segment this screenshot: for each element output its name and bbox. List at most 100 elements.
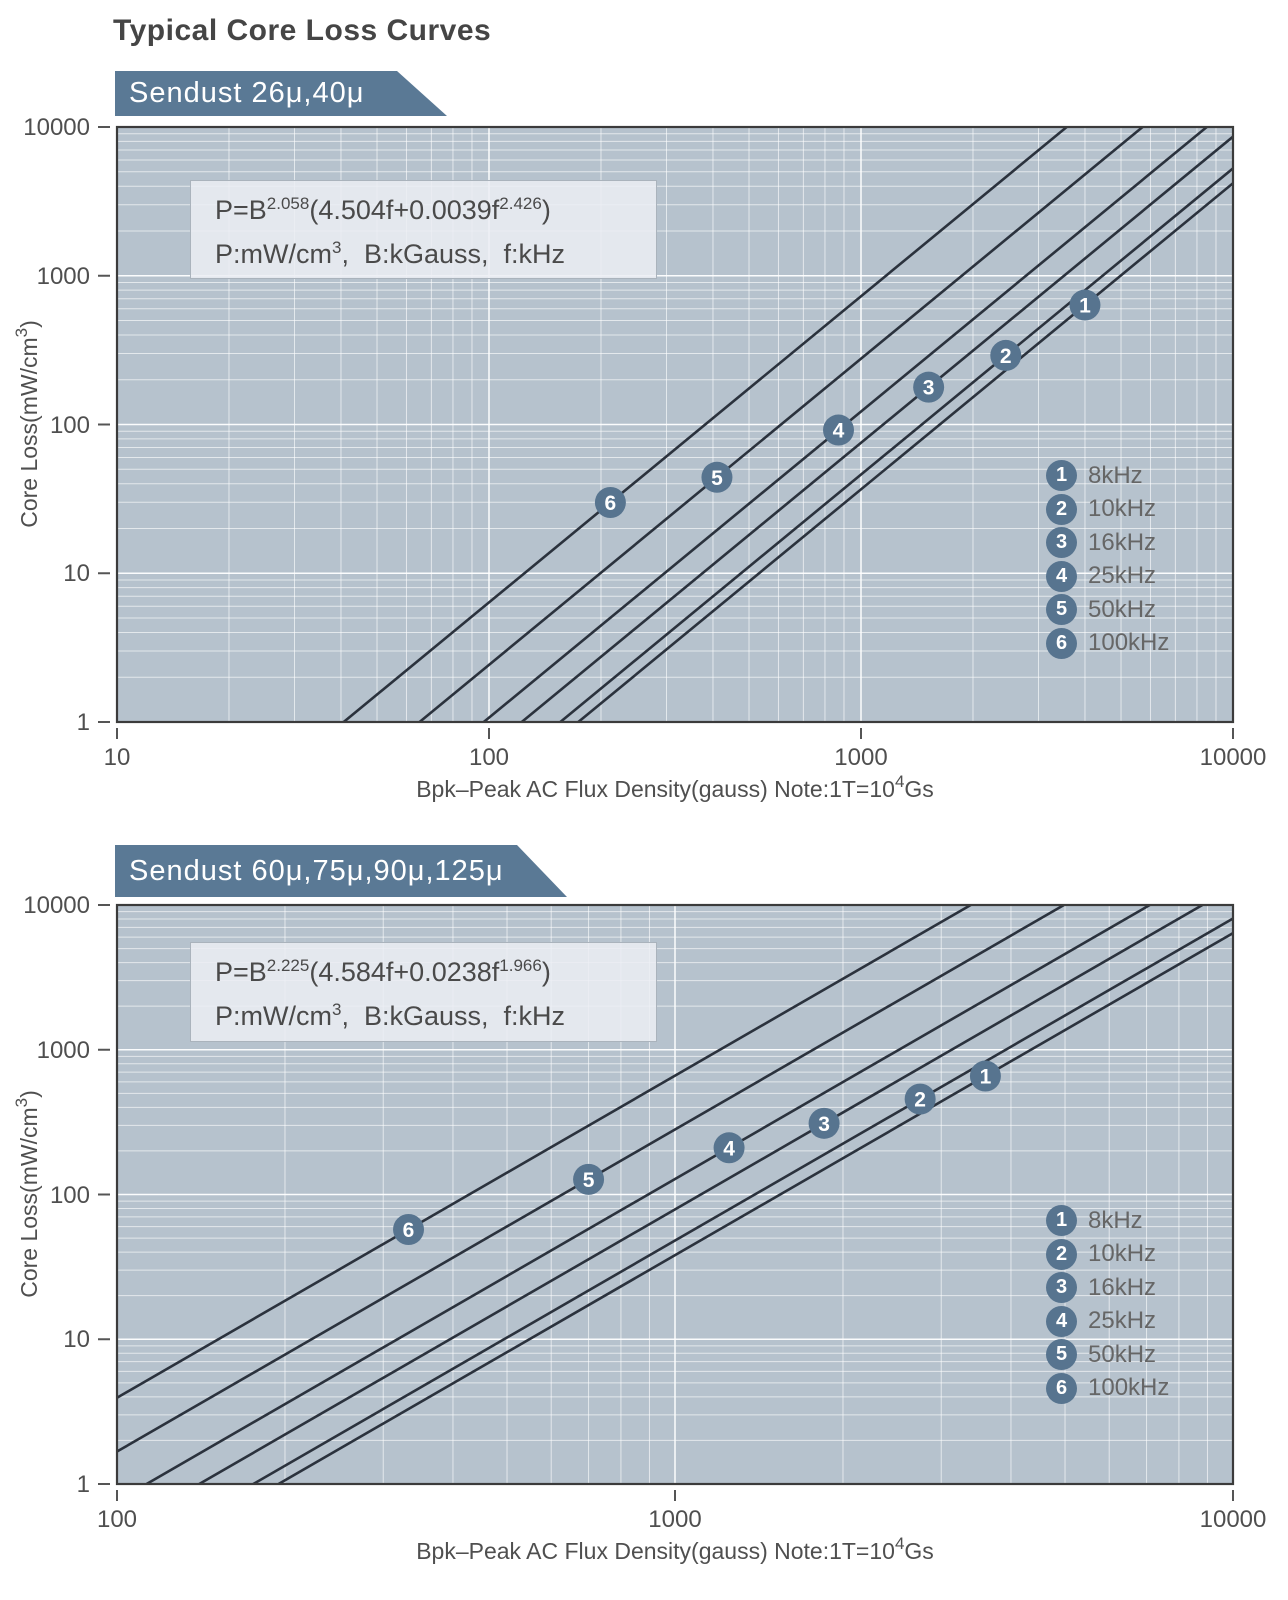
superscript: 2.225 bbox=[266, 956, 310, 975]
text-run: P:mW/cm bbox=[215, 1001, 332, 1031]
text-run: ) bbox=[541, 195, 551, 225]
legend-marker-6: 6 bbox=[1046, 627, 1077, 659]
legend-item: 6 100kHz bbox=[1046, 1372, 1169, 1404]
superscript: 4 bbox=[894, 772, 905, 791]
legend-item: 4 25kHz bbox=[1046, 560, 1169, 592]
superscript: 1.966 bbox=[499, 956, 542, 975]
series-marker-8kHz: 1 bbox=[969, 1060, 1001, 1092]
superscript: 3 bbox=[12, 327, 31, 338]
legend-label: 25kHz bbox=[1088, 562, 1157, 589]
y-tick-label: 10000 bbox=[23, 114, 90, 141]
series-line-100kHz bbox=[117, 905, 972, 1399]
legend-item: 1 8kHz bbox=[1046, 1205, 1169, 1236]
series-line-50kHz bbox=[418, 127, 1144, 722]
chart-banner-sendust-26u-40u: Sendust 26μ,40μ bbox=[115, 71, 447, 116]
page-title: Typical Core Loss Curves bbox=[113, 14, 492, 47]
text-run: P=B bbox=[215, 957, 267, 987]
y-tick-label: 1000 bbox=[36, 1036, 90, 1064]
legend-item: 2 10kHz bbox=[1046, 1238, 1169, 1270]
y-tick-label: 100 bbox=[49, 1181, 90, 1209]
x-tick-label: 1000 bbox=[648, 1506, 702, 1533]
legend-marker-5: 5 bbox=[1046, 594, 1077, 625]
marker-circle bbox=[990, 339, 1022, 371]
text-run: ) bbox=[541, 957, 551, 987]
series-line-100kHz bbox=[342, 127, 1068, 722]
marker-number: 2 bbox=[914, 1089, 926, 1112]
legend-marker-4: 4 bbox=[1046, 1305, 1077, 1337]
superscript: 2.058 bbox=[266, 194, 310, 213]
series-marker-25kHz: 4 bbox=[713, 1132, 745, 1164]
marker-circle bbox=[573, 1163, 605, 1195]
legend-label: 10kHz bbox=[1088, 495, 1157, 522]
text-run: P=B bbox=[215, 195, 267, 225]
x-tick-label: 100 bbox=[96, 1506, 138, 1533]
marker-circle bbox=[713, 1132, 745, 1164]
marker-number: 2 bbox=[1000, 345, 1012, 368]
superscript: 2.426 bbox=[499, 194, 542, 213]
legend-label: 16kHz bbox=[1088, 1273, 1157, 1301]
marker-number: 3 bbox=[923, 377, 935, 400]
y-tick-label: 1000 bbox=[36, 262, 90, 290]
formula-units: P:mW/cm3, B:kGauss, f:kHz bbox=[215, 234, 650, 278]
legend-label: 8kHz bbox=[1088, 461, 1143, 489]
legend-marker-2: 2 bbox=[1046, 493, 1077, 525]
x-tick-label: 100 bbox=[468, 744, 510, 771]
x-axis-title-top: Bpk–Peak AC Flux Density(gauss) Note:1T=… bbox=[117, 772, 1233, 803]
series-marker-50kHz: 5 bbox=[573, 1163, 605, 1195]
marker-number: 3 bbox=[818, 1113, 830, 1136]
y-tick-label: 1 bbox=[76, 1471, 90, 1498]
legend-item: 4 25kHz bbox=[1046, 1305, 1169, 1337]
legend-label: 8kHz bbox=[1088, 1206, 1143, 1234]
text-run: ) bbox=[16, 1090, 42, 1098]
series-line-25kHz bbox=[145, 905, 1151, 1484]
y-tick-label: 10000 bbox=[23, 892, 90, 919]
legend-marker-3: 3 bbox=[1046, 527, 1077, 558]
superscript: 3 bbox=[331, 1000, 342, 1019]
legend-label: 25kHz bbox=[1088, 1307, 1157, 1334]
y-tick-label: 100 bbox=[49, 411, 90, 439]
marker-circle bbox=[1069, 289, 1101, 321]
marker-number: 1 bbox=[980, 1066, 992, 1089]
legend-marker-5: 5 bbox=[1046, 1339, 1077, 1370]
legend-marker-1: 1 bbox=[1046, 1205, 1077, 1236]
marker-circle bbox=[823, 414, 855, 446]
series-marker-50kHz: 5 bbox=[701, 461, 733, 493]
series-marker-10kHz: 2 bbox=[904, 1083, 936, 1115]
series-marker-100kHz: 6 bbox=[393, 1213, 425, 1245]
formula-equation: P=B2.058(4.504f+0.0039f2.426) bbox=[215, 190, 650, 234]
superscript: 4 bbox=[894, 1534, 905, 1553]
legend-item: 5 50kHz bbox=[1046, 594, 1169, 625]
marker-number: 4 bbox=[833, 420, 845, 443]
text-run: Bpk–Peak AC Flux Density(gauss) Note:1T=… bbox=[416, 1538, 895, 1564]
legend-label: 10kHz bbox=[1088, 1240, 1157, 1267]
formula-units: P:mW/cm3, B:kGauss, f:kHz bbox=[215, 996, 650, 1040]
legend-item: 3 16kHz bbox=[1046, 1272, 1169, 1303]
superscript: 3 bbox=[331, 238, 342, 257]
text-run: , B:kGauss, f:kHz bbox=[341, 1001, 566, 1031]
series-marker-16kHz: 3 bbox=[808, 1107, 840, 1139]
legend-label: 50kHz bbox=[1088, 595, 1157, 623]
x-tick-label: 10 bbox=[103, 744, 131, 771]
legend-item: 3 16kHz bbox=[1046, 527, 1169, 558]
series-line-16kHz bbox=[520, 135, 1233, 722]
text-run: (4.584f+0.0238f bbox=[309, 957, 500, 987]
marker-circle bbox=[913, 371, 945, 403]
legend-item: 5 50kHz bbox=[1046, 1339, 1169, 1370]
legend-item: 2 10kHz bbox=[1046, 493, 1169, 525]
legend-label: 100kHz bbox=[1088, 629, 1170, 656]
superscript: 3 bbox=[12, 1097, 31, 1108]
plot-border bbox=[115, 125, 1235, 724]
legend-item: 6 100kHz bbox=[1046, 627, 1170, 659]
legend-top: 1 8kHz 2 10kHz 3 16kHz 4 25kHz 5 50kHz 6 100kHz bbox=[1046, 460, 1169, 661]
legend-marker-6: 6 bbox=[1046, 1372, 1077, 1404]
marker-number: 6 bbox=[605, 492, 617, 515]
text-run: (4.504f+0.0039f bbox=[309, 195, 500, 225]
series-marker-8kHz: 1 bbox=[1069, 289, 1101, 321]
text-run: ) bbox=[16, 320, 42, 328]
text-run: Gs bbox=[904, 776, 934, 802]
marker-circle bbox=[904, 1083, 936, 1115]
legend-marker-4: 4 bbox=[1046, 560, 1077, 592]
plot-border bbox=[115, 903, 1235, 1486]
marker-number: 5 bbox=[583, 1169, 595, 1192]
formula-box-top: P=B2.058(4.504f+0.0039f2.426) P:mW/cm3, … bbox=[190, 180, 657, 279]
